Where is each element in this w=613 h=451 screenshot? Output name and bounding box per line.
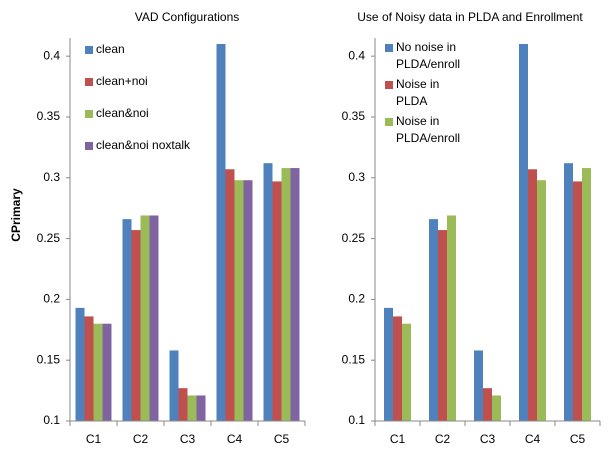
legend-item: Noise in PLDA/enroll bbox=[396, 114, 461, 145]
y-tick-label: 0.3 bbox=[348, 170, 365, 184]
legend-item: clean bbox=[96, 42, 125, 56]
bar bbox=[492, 395, 501, 421]
bar bbox=[528, 169, 537, 421]
legend-label: clean bbox=[96, 42, 125, 56]
legend-item: clean+noi bbox=[96, 74, 148, 88]
y-tick-label: 0.4 bbox=[43, 48, 60, 62]
y-tick-label: 0.2 bbox=[43, 292, 60, 306]
bar bbox=[384, 307, 393, 421]
legend-label: clean+noi bbox=[96, 74, 148, 88]
legend-swatch bbox=[385, 81, 393, 89]
y-tick-label: 0.35 bbox=[342, 109, 366, 123]
legend-item: Noise in PLDA bbox=[396, 77, 440, 108]
bar bbox=[102, 323, 112, 421]
bar bbox=[196, 395, 206, 421]
bar bbox=[178, 388, 188, 421]
bar bbox=[187, 395, 197, 421]
bar bbox=[122, 219, 132, 421]
x-tick-label: C4 bbox=[227, 432, 243, 446]
y-tick-label: 0.25 bbox=[37, 231, 61, 245]
bar bbox=[474, 350, 483, 421]
bar bbox=[84, 316, 94, 421]
y-tick-label: 0.15 bbox=[342, 352, 366, 366]
legend-swatch bbox=[85, 78, 93, 86]
legend-swatch bbox=[385, 118, 393, 126]
bar bbox=[438, 230, 447, 421]
x-tick-label: C3 bbox=[180, 432, 196, 446]
chart-title: VAD Configurations bbox=[135, 10, 240, 24]
legend-label: No noise in PLDA/enroll bbox=[396, 40, 461, 71]
bar bbox=[290, 168, 300, 421]
x-tick-label: C2 bbox=[133, 432, 149, 446]
bar bbox=[447, 215, 456, 421]
legend-swatch bbox=[385, 44, 393, 52]
bar bbox=[149, 215, 159, 421]
legend-label: Noise in PLDA/enroll bbox=[396, 114, 461, 145]
bar bbox=[519, 44, 528, 421]
y-tick-label: 0.4 bbox=[348, 48, 365, 62]
y-tick-label: 0.35 bbox=[37, 109, 61, 123]
x-tick-label: C1 bbox=[86, 432, 102, 446]
y-tick-label: 0.15 bbox=[37, 352, 61, 366]
bar bbox=[582, 168, 591, 421]
legend-label: clean&noi bbox=[96, 106, 149, 120]
legend-item: clean&noi noxtalk bbox=[96, 138, 191, 152]
legend-swatch bbox=[85, 110, 93, 118]
bar bbox=[243, 180, 253, 421]
bar bbox=[281, 168, 291, 421]
legend-swatch bbox=[85, 142, 93, 150]
y-tick-label: 0.25 bbox=[342, 231, 366, 245]
bar bbox=[429, 219, 438, 421]
bar bbox=[393, 316, 402, 421]
x-tick-label: C5 bbox=[274, 432, 290, 446]
bar bbox=[537, 180, 546, 421]
bar bbox=[169, 350, 179, 421]
legend-label: clean&noi noxtalk bbox=[96, 138, 191, 152]
bar bbox=[75, 307, 85, 421]
bar bbox=[483, 388, 492, 421]
x-tick-label: C3 bbox=[480, 432, 496, 446]
bar bbox=[216, 44, 226, 421]
x-tick-label: C5 bbox=[570, 432, 586, 446]
bar bbox=[272, 181, 282, 421]
bar bbox=[93, 323, 103, 421]
legend-swatch bbox=[85, 46, 93, 54]
x-tick-label: C4 bbox=[525, 432, 541, 446]
y-axis-label: CPrimary bbox=[9, 188, 23, 242]
bar bbox=[131, 230, 141, 421]
y-tick-label: 0.1 bbox=[43, 413, 60, 427]
bar bbox=[234, 180, 244, 421]
bar bbox=[225, 169, 235, 421]
bar bbox=[564, 163, 573, 421]
bar bbox=[573, 181, 582, 421]
y-tick-label: 0.1 bbox=[348, 413, 365, 427]
bar bbox=[263, 163, 273, 421]
y-tick-label: 0.3 bbox=[43, 170, 60, 184]
x-tick-label: C1 bbox=[390, 432, 406, 446]
legend-item: No noise in PLDA/enroll bbox=[396, 40, 461, 71]
y-tick-label: 0.2 bbox=[348, 292, 365, 306]
legend-item: clean&noi bbox=[96, 106, 149, 120]
x-tick-label: C2 bbox=[435, 432, 451, 446]
bar bbox=[140, 215, 150, 421]
bar bbox=[402, 323, 411, 421]
chart-title: Use of Noisy data in PLDA and Enrollment bbox=[357, 10, 583, 24]
legend-label: Noise in PLDA bbox=[396, 77, 440, 108]
